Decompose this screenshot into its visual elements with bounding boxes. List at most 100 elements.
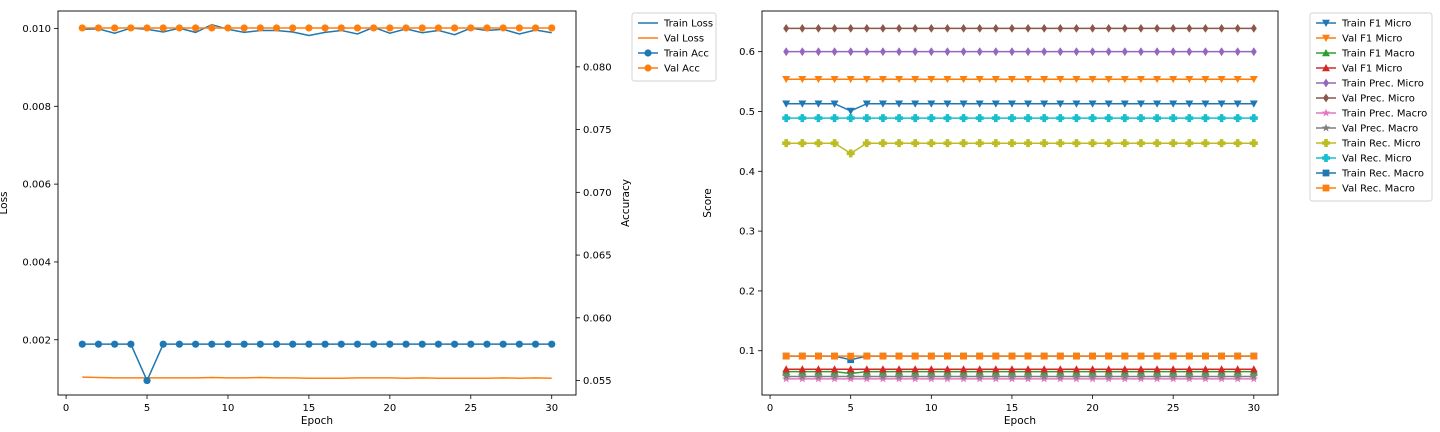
data-point [943,114,952,123]
data-point [1120,365,1129,373]
data-point [272,340,281,348]
series-train-loss [82,23,552,37]
data-point [1105,47,1112,57]
legend: Train F1 Micro Val F1 Micro Train F1 Macro… [1309,12,1433,202]
data-point [991,100,1000,108]
data-point [483,340,491,348]
data-point [782,352,790,360]
data-point [467,340,475,348]
score-chart: 0 5 10 15 20 25 30 0.1 0.2 0.3 0.4 0.5 0.6 Epoch Score… [702,10,1433,427]
data-point [1154,23,1161,33]
data-point [1169,374,1178,383]
data-point [1136,139,1145,148]
data-point [830,114,839,123]
data-point [1120,114,1129,123]
data-point [1072,100,1081,108]
data-point [1024,100,1033,108]
data-point [862,75,871,84]
data-point [191,340,200,348]
legend-marker [1322,19,1330,27]
data-point [863,23,870,33]
series-val-loss [82,376,552,380]
data-point [1007,374,1017,383]
data-point [1040,365,1049,373]
data-point [830,365,839,373]
data-point [895,114,904,123]
data-point [1120,100,1129,108]
data-point [175,24,184,32]
data-point [1249,365,1258,373]
data-point [1153,75,1162,84]
data-point [975,114,984,123]
data-point [1136,100,1145,108]
data-point [943,100,952,108]
series-val-acc [78,24,556,32]
data-point [1121,352,1129,360]
data-point [944,23,951,33]
legend-label: Val Rec. Macro [1342,184,1415,195]
data-point [1169,75,1178,84]
data-point [878,372,888,381]
legend-marker [1322,169,1330,177]
data-point [1233,114,1242,123]
data-point [896,47,903,57]
data-point [548,340,556,348]
data-point [1249,139,1258,148]
y-tick-label: 0.008 [22,102,51,113]
data-point [548,24,556,32]
x-tick-label: 0 [63,403,69,414]
data-point [191,24,200,32]
data-point [1233,139,1242,148]
data-point [386,24,394,32]
data-point [1169,100,1178,108]
data-point [1249,372,1258,381]
data-point [798,100,807,108]
data-point [847,352,855,360]
data-point [1250,47,1257,57]
data-point [418,340,426,348]
data-point [976,23,983,33]
series-train-f1-micro [782,100,1258,115]
y-tick-label: 0.2 [739,286,755,297]
data-point [927,365,936,373]
data-point [289,24,297,32]
data-point [1072,372,1081,381]
y-axis-label: Score [702,188,714,217]
data-point [830,372,839,381]
data-point [1008,352,1016,360]
legend-label: Train F1 Micro [1341,19,1411,30]
data-point [831,352,838,360]
data-point [1072,114,1081,123]
data-point [1023,374,1033,383]
data-point [1056,75,1065,84]
data-point [1217,100,1226,108]
data-point [1121,47,1128,57]
data-point [1169,365,1178,373]
legend-label: Train Acc [663,49,709,60]
x-tick-label: 15 [303,403,316,414]
data-point [1089,47,1096,57]
data-point [1169,139,1178,148]
legend-label: Train Loss [663,19,713,30]
data-point [321,24,329,32]
data-point [878,75,887,84]
data-point [959,100,968,108]
data-point [1057,23,1064,33]
y2-tick-label: 0.080 [583,62,612,73]
data-point [143,24,151,32]
data-point [434,24,443,32]
data-point [878,365,887,373]
series-train-prec-micro [783,47,1257,57]
data-point [975,374,984,383]
data-point [814,75,823,84]
data-point [1120,374,1129,383]
data-point [846,114,855,123]
data-point [992,23,999,33]
data-point [1153,100,1162,108]
data-point [1105,23,1112,33]
series-train-prec-macro [782,374,1258,383]
data-point [240,24,248,32]
data-point [143,376,151,385]
data-point [256,24,264,32]
